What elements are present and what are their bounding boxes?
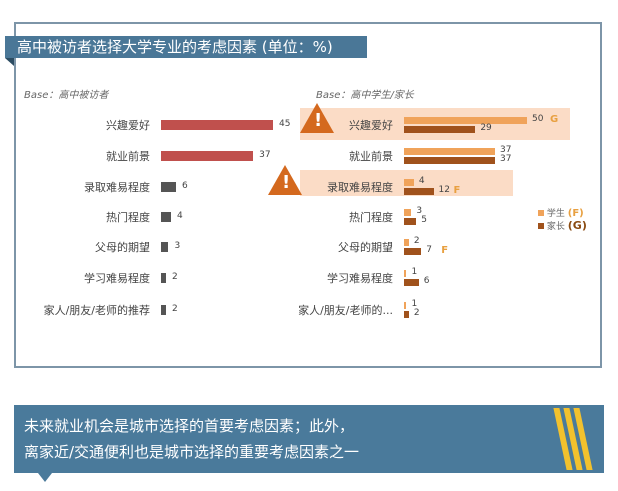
value-label: 1 [411, 299, 418, 309]
legend-label: 学生 [546, 209, 565, 219]
left-base-label: Base：高中被访者 [24, 90, 109, 101]
title-fold [5, 58, 14, 66]
value-label: 45 [279, 119, 291, 129]
value-label: 2 [171, 272, 178, 282]
legend-item-parent: 家长 (G) [538, 220, 587, 233]
value-label: 4 [418, 176, 425, 186]
bar-parent [404, 188, 434, 195]
bar [161, 273, 166, 283]
exclamation-triangle-icon: ! [300, 103, 334, 133]
category-label: 录取难易程度 [327, 181, 393, 194]
value-label: 2 [171, 304, 178, 314]
value-label: 4 [176, 211, 183, 221]
banner-line-1: 未来就业机会是城市选择的首要考虑因素；此外， [24, 417, 355, 435]
banner-tail [38, 473, 52, 482]
category-label: 兴趣爱好 [106, 119, 150, 132]
bar-parent [404, 218, 417, 225]
chart-title: 高中被访者选择大学专业的考虑因素 (单位：%) [5, 36, 367, 58]
value-label: 50 [532, 114, 544, 124]
bar [161, 305, 166, 315]
category-label: 学习难易程度 [84, 272, 150, 285]
bar [161, 120, 274, 130]
value-label: 3 [416, 206, 423, 216]
value-label: 37 [500, 145, 512, 155]
bar-student [404, 209, 412, 216]
category-label: 热门程度 [106, 211, 150, 224]
value-label: 6 [423, 276, 430, 286]
category-label: 父母的期望 [95, 241, 150, 254]
bar-student [404, 117, 527, 124]
bar [161, 242, 169, 252]
conclusion-banner: 未来就业机会是城市选择的首要考虑因素；此外， 离家近/交通便利也是城市选择的重要… [14, 405, 604, 473]
bar-parent [404, 126, 476, 133]
bar-student [404, 239, 409, 246]
value-label: 5 [421, 215, 428, 225]
banner-line-2: 离家近/交通便利也是城市选择的重要考虑因素之一 [24, 443, 360, 461]
legend: 学生 (F) 家长 (G) [538, 208, 587, 233]
value-label: 2 [413, 308, 420, 318]
legend-label: 家长 [546, 222, 565, 232]
bar-student [404, 148, 496, 155]
value-label: 29 [480, 123, 492, 133]
value-label: 37 [500, 154, 512, 164]
bar [161, 151, 254, 161]
value-label: 7 [426, 245, 432, 255]
bar-parent [404, 311, 409, 318]
value-label: 1 [411, 267, 418, 277]
value-label: 2 [413, 236, 420, 246]
bar-student [404, 179, 414, 186]
bar [161, 182, 176, 192]
value-label: 12 [438, 185, 450, 195]
flag-F: F [453, 185, 461, 196]
value-label: 37 [259, 150, 271, 160]
category-label: 父母的期望 [338, 241, 393, 254]
flag-F: F [441, 245, 449, 256]
category-label: 热门程度 [349, 211, 393, 224]
category-label: 家人/朋友/老师的... [298, 304, 393, 317]
legend-item-student: 学生 (F) [538, 208, 587, 220]
bar [161, 212, 171, 222]
value-label: 6 [181, 181, 188, 191]
category-label: 学习难易程度 [327, 272, 393, 285]
value-label: 3 [174, 241, 181, 251]
category-label: 家人/朋友/老师的推荐 [43, 304, 150, 317]
bar-parent [404, 248, 422, 255]
bar-student [404, 270, 407, 277]
highlight-row [300, 108, 570, 140]
legend-marker: (G) [567, 219, 587, 232]
bar-student [404, 302, 407, 309]
flag-G: G [550, 114, 559, 125]
category-label: 就业前景 [106, 150, 150, 163]
chart-frame [14, 22, 602, 368]
category-label: 兴趣爱好 [349, 119, 393, 132]
right-base-label: Base：高中学生/家长 [316, 90, 414, 101]
category-label: 录取难易程度 [84, 181, 150, 194]
legend-marker: (F) [567, 208, 584, 219]
category-label: 就业前景 [349, 150, 393, 163]
bar-parent [404, 279, 419, 286]
bar-parent [404, 157, 496, 164]
exclamation-triangle-icon: ! [268, 165, 302, 195]
